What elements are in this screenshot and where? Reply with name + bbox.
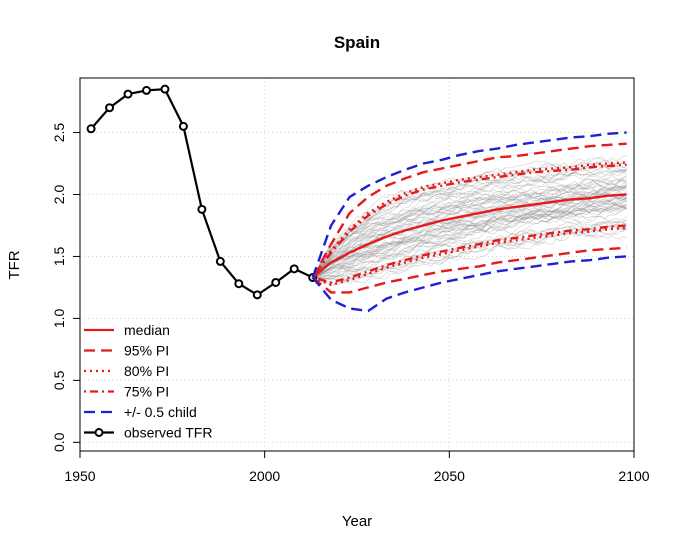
observed-tfr-line	[90, 88, 314, 296]
trajectory-line	[312, 156, 627, 278]
legend-label: observed TFR	[124, 425, 212, 441]
trajectory-line	[312, 189, 627, 278]
trajectory-line	[312, 169, 627, 278]
trajectory-line	[312, 224, 627, 281]
trajectory-line	[312, 220, 627, 282]
observed-tfr-point	[178, 121, 188, 131]
0-5-child-lower-line	[311, 255, 627, 313]
trajectory-line	[312, 199, 627, 278]
trajectory-line	[312, 223, 627, 280]
x-tick-label: 2050	[434, 468, 465, 484]
trajectory-line	[312, 185, 627, 278]
observed-tfr-point	[271, 277, 281, 287]
trajectory-line	[312, 204, 627, 278]
trajectories	[312, 155, 627, 286]
y-tick-label: 0.0	[51, 432, 67, 452]
trajectory-line	[312, 179, 627, 278]
legend-label: +/- 0.5 child	[124, 404, 197, 420]
trajectory-line	[312, 178, 627, 278]
grid	[79, 78, 635, 451]
observed-tfr-point	[86, 124, 96, 134]
trajectory-line	[312, 196, 627, 278]
trajectory-line	[312, 207, 627, 278]
trajectory-line	[312, 174, 627, 278]
trajectory-line	[312, 215, 627, 278]
trajectory-line	[312, 186, 627, 278]
trajectory-line	[312, 198, 627, 278]
observed-tfr-point	[160, 84, 170, 94]
trajectory-line	[312, 203, 627, 278]
chart-title: Spain	[334, 33, 380, 52]
observed-tfr-point	[197, 204, 207, 214]
trajectory-line	[312, 201, 627, 278]
trajectory-line	[312, 169, 627, 278]
trajectory-line	[312, 204, 627, 278]
trajectory-line	[312, 204, 627, 278]
trajectory-line	[312, 185, 627, 278]
trajectory-line	[312, 206, 627, 278]
observed-tfr-point	[289, 264, 299, 274]
x-tick-label: 2000	[249, 468, 280, 484]
95-pi-upper-line	[311, 142, 627, 279]
observed-tfr-point	[123, 89, 133, 99]
trajectory-line	[312, 206, 627, 278]
75-pi-upper-line	[311, 163, 627, 279]
legend-marker	[94, 428, 104, 437]
75-pi-lower-line	[312, 224, 627, 284]
trajectory-line	[312, 224, 627, 283]
trajectory-line	[312, 187, 627, 278]
legend: median 95% PI 80% PI 75% PI +/- 0.5 child obs…	[84, 322, 212, 441]
x-tick-label: 2100	[618, 468, 649, 484]
legend-label: 80% PI	[124, 363, 169, 379]
trajectory-line	[312, 207, 627, 278]
trajectory-line	[312, 169, 627, 278]
trajectory-line	[312, 201, 627, 278]
0-5-child-upper-line	[311, 131, 627, 278]
95-pi-lower-line	[311, 246, 627, 294]
observed-tfr-point	[234, 279, 244, 289]
observed-tfr-point	[215, 256, 225, 266]
trajectory-line	[312, 196, 627, 278]
observed-tfr-point	[252, 290, 262, 300]
80-pi-lower-line	[312, 226, 627, 287]
trajectory-line	[312, 169, 627, 278]
legend-label: median	[124, 322, 170, 338]
trajectory-line	[312, 204, 627, 278]
trajectory-line	[312, 187, 627, 278]
trajectory-line	[312, 178, 627, 278]
x-tick-label: 1950	[64, 468, 95, 484]
trajectory-line	[312, 179, 627, 278]
plot-frame	[79, 77, 635, 452]
x-axis-label: Year	[342, 513, 372, 530]
trajectory-line	[312, 198, 627, 278]
trajectory-line	[312, 180, 627, 278]
y-axis-label: TFR	[6, 250, 23, 279]
trajectory-line	[312, 164, 627, 278]
trajectory-line	[312, 201, 627, 278]
trajectory-line	[312, 163, 627, 278]
trajectory-line	[312, 184, 627, 278]
legend-label: 95% PI	[124, 343, 169, 359]
series-lines	[86, 84, 627, 313]
trajectory-line	[312, 178, 627, 278]
trajectory-line	[312, 180, 627, 278]
y-tick-label: 1.5	[51, 247, 67, 267]
trajectory-line	[312, 227, 627, 284]
y-tick-label: 2.5	[51, 123, 67, 143]
axes: 1950 2000 2050 2100 0.0 0.5 1.0 1.5 2.0 2.5	[51, 77, 650, 484]
y-tick-label: 0.5	[51, 370, 67, 390]
trajectory-line	[312, 176, 627, 278]
80-pi-upper-line	[311, 161, 627, 279]
trajectory-line	[312, 197, 627, 278]
y-tick-label: 2.0	[51, 185, 67, 205]
trajectory-line	[312, 199, 627, 278]
y-tick-label: 1.0	[51, 308, 67, 328]
legend-label: 75% PI	[124, 384, 169, 400]
observed-tfr-point	[105, 103, 115, 113]
median-line	[311, 193, 627, 279]
observed-tfr-point	[141, 85, 151, 95]
